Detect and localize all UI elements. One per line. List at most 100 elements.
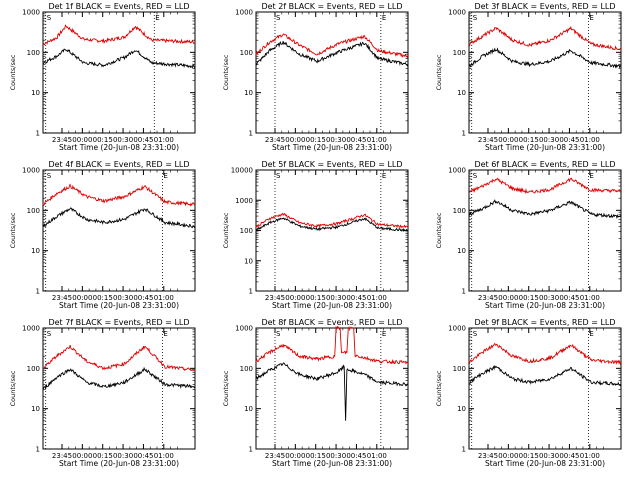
y-axis-label: Counts/sec [9, 54, 17, 90]
x-tick-label: 00:15 [519, 294, 539, 302]
x-tick-label: 00:00 [498, 452, 518, 460]
start-marker-label: S [47, 172, 52, 180]
x-tick-label: 00:30 [326, 294, 346, 302]
y-tick-label: 10 [244, 405, 253, 413]
series-lld-red [255, 212, 409, 229]
y-tick-label: 10 [244, 257, 253, 265]
y-tick-label: 1 [36, 446, 40, 454]
y-tick-label: 100 [453, 49, 466, 57]
x-tick-label: 00:00 [498, 136, 518, 144]
x-axis-label: Start Time (20-Jun-08 23:31:00) [59, 143, 179, 152]
x-axis-label: Start Time (20-Jun-08 23:31:00) [485, 301, 605, 310]
x-tick-label: 00:00 [285, 452, 305, 460]
x-axis-label: Start Time (20-Jun-08 23:31:00) [272, 301, 392, 310]
end-marker-label: E [163, 172, 167, 180]
end-marker-label: E [589, 172, 593, 180]
x-axis-label: Start Time (20-Jun-08 23:31:00) [59, 301, 179, 310]
x-tick-label: 01:00 [154, 294, 174, 302]
x-tick-label: 00:00 [72, 136, 92, 144]
series-lld-red [255, 325, 409, 365]
start-marker-label: S [47, 330, 52, 338]
panel-det-7: Det 7f BLACK = Events, RED = LLD 1 10 100 10… [9, 318, 196, 468]
x-tick-label: 01:00 [367, 452, 387, 460]
y-tick-label: 1 [462, 446, 466, 454]
x-tick-label: 00:15 [93, 294, 113, 302]
y-tick-label: 1 [249, 130, 253, 138]
x-tick-label: 23:45 [478, 294, 498, 302]
y-tick-label: 100 [240, 227, 253, 235]
plot-frame [42, 327, 196, 450]
x-tick-label: 00:15 [519, 136, 539, 144]
start-marker-label: S [473, 330, 478, 338]
series-lld-red [468, 342, 622, 365]
series-lld-red [42, 183, 196, 207]
end-marker-label: E [382, 14, 386, 22]
y-tick-label: 1000 [235, 9, 253, 17]
y-tick-label: 1 [249, 446, 253, 454]
x-tick-label: 00:00 [285, 294, 305, 302]
y-tick-label: 10 [244, 89, 253, 97]
y-tick-label: 1000 [22, 167, 40, 175]
end-marker-label: E [382, 330, 386, 338]
x-axis-label: Start Time (20-Jun-08 23:31:00) [272, 143, 392, 152]
y-axis-label: Counts/sec [222, 54, 230, 90]
plot-frame [468, 327, 622, 450]
end-marker-label: E [155, 14, 159, 22]
y-tick-label: 10 [457, 89, 466, 97]
x-tick-label: 23:45 [265, 452, 285, 460]
x-tick-label: 00:45 [133, 136, 153, 144]
y-tick-label: 100 [27, 207, 40, 215]
plot-frame [255, 327, 409, 450]
x-tick-label: 23:45 [265, 294, 285, 302]
series-events-black [468, 364, 622, 387]
y-tick-label: 1000 [235, 325, 253, 333]
y-tick-label: 1 [36, 130, 40, 138]
x-tick-label: 00:30 [326, 452, 346, 460]
x-tick-label: 23:45 [52, 452, 72, 460]
x-tick-label: 23:45 [478, 136, 498, 144]
start-marker-label: S [276, 172, 281, 180]
y-tick-label: 100 [27, 49, 40, 57]
panel-title: Det 4f BLACK = Events, RED = LLD [48, 160, 189, 169]
start-marker-label: S [276, 330, 281, 338]
start-marker-label: S [47, 14, 52, 22]
x-axis-label: Start Time (20-Jun-08 23:31:00) [485, 143, 605, 152]
x-tick-label: 00:00 [72, 294, 92, 302]
y-axis-label: Counts/sec [222, 212, 230, 248]
x-tick-label: 00:45 [559, 136, 579, 144]
y-axis-label: Counts/sec [435, 370, 443, 406]
x-tick-label: 23:45 [52, 136, 72, 144]
series-lld-red [42, 24, 196, 46]
plot-frame [255, 11, 409, 134]
plot-frame [468, 11, 622, 134]
series-lld-red [42, 344, 196, 372]
panel-title: Det 2f BLACK = Events, RED = LLD [261, 2, 402, 11]
y-tick-label: 1000 [22, 9, 40, 17]
series-lld-red [255, 33, 409, 58]
x-tick-label: 23:45 [52, 294, 72, 302]
x-tick-label: 00:45 [346, 452, 366, 460]
panel-det-3: Det 3f BLACK = Events, RED = LLD 1 10 100 10… [435, 2, 622, 152]
x-tick-label: 01:00 [367, 294, 387, 302]
end-marker-label: E [589, 14, 593, 22]
start-marker-label: S [473, 14, 478, 22]
end-marker-label: E [163, 330, 167, 338]
x-tick-label: 01:00 [154, 452, 174, 460]
series-events-black [255, 362, 409, 421]
series-events-black [468, 199, 622, 220]
x-tick-label: 00:30 [539, 294, 559, 302]
y-axis-label: Counts/sec [435, 212, 443, 248]
x-tick-label: 00:45 [346, 136, 366, 144]
x-axis-label: Start Time (20-Jun-08 23:31:00) [272, 459, 392, 468]
y-tick-label: 1 [462, 288, 466, 296]
series-events-black [42, 207, 196, 229]
y-tick-label: 100 [453, 207, 466, 215]
y-tick-label: 10 [31, 247, 40, 255]
x-tick-label: 23:45 [478, 452, 498, 460]
y-tick-label: 1000 [448, 167, 466, 175]
x-axis-label: Start Time (20-Jun-08 23:31:00) [59, 459, 179, 468]
series-events-black [42, 366, 196, 391]
panel-det-9: Det 9f BLACK = Events, RED = LLD 1 10 100 10… [435, 318, 622, 468]
x-tick-label: 01:00 [580, 294, 600, 302]
panel-det-5: Det 5f BLACK = Events, RED = LLD 1 10 100 10… [222, 160, 409, 310]
